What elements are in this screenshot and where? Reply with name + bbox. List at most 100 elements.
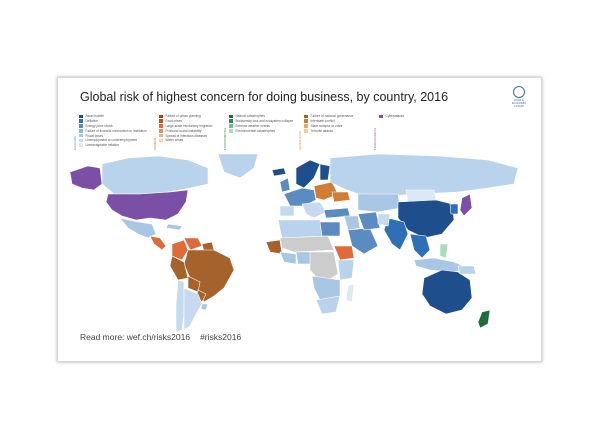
legend-label: Unemployment or underemployment	[85, 138, 138, 143]
legend-item: Terrorist attacks	[304, 128, 353, 133]
region-korea	[449, 203, 459, 215]
region-east-africa	[337, 259, 355, 281]
region-central-america	[149, 235, 167, 251]
region-canada	[101, 155, 209, 195]
region-southeast-asia	[409, 233, 431, 259]
legend-item: Unemployment or underemployment	[79, 138, 147, 143]
legend-label: Extreme weather events	[235, 123, 270, 128]
legend-label: Biodiversity loss and ecosystem collapse	[235, 119, 294, 124]
legend-label: Terrorist attacks	[310, 128, 334, 133]
region-brazil	[183, 249, 235, 303]
legend-item: Failure of urban planning	[159, 114, 212, 119]
legend-swatch	[79, 133, 83, 138]
region-finland	[319, 163, 331, 181]
region-italy-balkans	[301, 201, 327, 219]
region-usa	[105, 189, 189, 221]
legend-label: Asset bubble	[85, 114, 104, 119]
region-argentina	[183, 287, 203, 331]
region-egypt	[319, 221, 341, 237]
region-eastern-europe	[313, 181, 339, 201]
legend-swatch	[304, 124, 308, 128]
legend-label: Water crises	[165, 138, 184, 143]
legend-item: Extreme weather events	[229, 124, 293, 129]
legend-item: Natural catastrophes	[229, 114, 293, 119]
legend-category-label: GEOPOLITICAL	[299, 130, 302, 150]
region-madagascar	[345, 283, 355, 303]
legend-swatch	[159, 124, 163, 128]
region-uruguay	[200, 303, 209, 311]
region-pakistan	[377, 213, 391, 227]
region-philippines	[439, 243, 449, 259]
legend-swatch	[79, 138, 83, 143]
legend-item: Failure of financial mechanism or instit…	[79, 128, 147, 133]
region-west-africa-coast	[265, 239, 283, 255]
legend-label: Energy price shock	[85, 123, 113, 128]
region-japan	[459, 193, 473, 217]
region-caribbean	[165, 223, 183, 231]
region-colombia	[171, 239, 189, 261]
slide-card: Global risk of highest concern for doing…	[57, 77, 542, 362]
region-uk-ireland	[279, 177, 291, 193]
region-sahel	[279, 235, 335, 253]
region-alaska	[69, 165, 103, 191]
legend-swatch	[229, 114, 233, 119]
legend-label: Food crises	[165, 119, 182, 124]
world-map	[69, 154, 519, 333]
region-iberia	[279, 205, 295, 217]
legend-item: Environmental catastrophes	[229, 128, 293, 133]
region-north-africa	[277, 219, 325, 239]
legend-item: Fiscal crises	[79, 133, 147, 138]
legend-swatch	[304, 114, 308, 119]
region-greenland	[217, 154, 259, 179]
region-iran	[357, 211, 381, 231]
legend-item: Water crises	[159, 138, 212, 143]
legend-swatch	[229, 124, 233, 128]
legend-item: Spread of infectious diseases	[159, 133, 212, 138]
legend-swatch	[79, 129, 83, 133]
region-central-asia	[357, 193, 401, 213]
region-russia	[329, 154, 519, 197]
legend-label: Interstate conflict	[310, 119, 335, 124]
region-peru	[169, 255, 189, 281]
read-more-link[interactable]: Read more: wef.ch/risks2016	[80, 332, 191, 342]
legend-item: Unmanageable inflation	[79, 143, 147, 148]
legend-swatch	[304, 129, 308, 133]
legend-swatch	[79, 143, 83, 147]
legend-swatch	[79, 119, 83, 123]
footer: Read more: wef.ch/risks2016 #risks2016	[80, 332, 241, 342]
map-legend: ECONOMIC Asset bubble Deflation Energy pric…	[74, 114, 444, 152]
hashtag: #risks2016	[200, 332, 242, 342]
legend-swatch	[304, 119, 308, 123]
region-iceland	[271, 167, 287, 177]
legend-swatch	[229, 119, 233, 123]
logo-line-2: ECONOMIC	[511, 102, 527, 105]
logo-line-1: WORLD	[514, 99, 524, 102]
legend-label: Spread of infectious diseases	[165, 133, 208, 138]
legend-swatch	[79, 114, 83, 119]
legend-label: Profound social instability	[165, 128, 202, 133]
legend-label: Natural catastrophes	[235, 114, 265, 119]
legend-label: Failure of national governance	[310, 114, 354, 119]
region-nigeria	[295, 251, 313, 265]
legend-item: Large-scale involuntary migration	[159, 124, 212, 129]
legend-item: Deflation	[79, 119, 147, 124]
legend-swatch	[159, 138, 163, 143]
legend-label: Fiscal crises	[85, 133, 104, 138]
legend-item: Biodiversity loss and ecosystem collapse	[229, 119, 293, 124]
legend-category-label: ECONOMIC	[74, 135, 77, 150]
legend-category-label: TECHNOLOGICAL	[374, 127, 377, 150]
legend-item: Failure of national governance	[304, 114, 353, 119]
legend-label: Large-scale involuntary migration	[165, 123, 213, 128]
region-ethiopia	[333, 245, 355, 261]
legend-label: Deflation	[85, 119, 99, 124]
legend-swatch	[159, 114, 163, 119]
legend-item: Asset bubble	[79, 114, 147, 119]
legend-swatch	[159, 129, 163, 133]
legend-swatch	[159, 133, 163, 138]
wef-logo: WORLD ECONOMIC FORUM	[507, 86, 531, 108]
region-papua	[457, 265, 477, 275]
region-new-zealand	[477, 309, 491, 329]
legend-swatch	[159, 119, 163, 123]
legend-item: Profound social instability	[159, 128, 212, 133]
region-india	[383, 217, 409, 251]
